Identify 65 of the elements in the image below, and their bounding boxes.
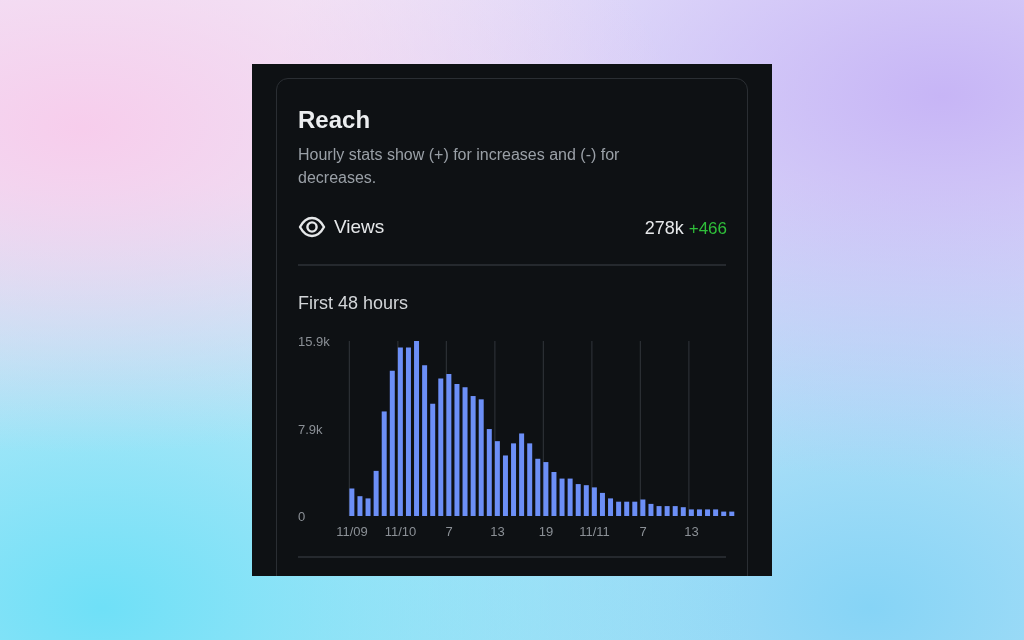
bar bbox=[696, 509, 702, 516]
bar bbox=[494, 441, 500, 516]
x-tick-label: 19 bbox=[538, 524, 554, 539]
bar bbox=[648, 503, 654, 516]
bar bbox=[688, 509, 694, 516]
bar bbox=[519, 433, 525, 516]
bar bbox=[446, 374, 452, 516]
text: 278k bbox=[644, 218, 684, 238]
y-tick-label: 0 bbox=[298, 508, 306, 524]
bar bbox=[616, 501, 622, 516]
x-tick-label: 13 bbox=[684, 524, 699, 539]
bar bbox=[672, 506, 678, 516]
bar bbox=[405, 347, 411, 516]
bar bbox=[454, 383, 460, 516]
y-tick-label: 15.9k bbox=[298, 333, 331, 349]
bar bbox=[583, 485, 589, 516]
bar bbox=[511, 443, 517, 516]
bar bbox=[462, 387, 468, 516]
bar bbox=[729, 511, 735, 516]
bar bbox=[470, 396, 476, 516]
text: +466 bbox=[688, 219, 727, 238]
bar bbox=[559, 478, 565, 516]
bar bbox=[478, 399, 484, 516]
bar bbox=[656, 506, 662, 516]
bar bbox=[608, 498, 614, 516]
bar bbox=[430, 403, 436, 516]
bar bbox=[713, 509, 719, 516]
bar bbox=[381, 411, 387, 516]
bar bbox=[502, 455, 508, 516]
chart-title: Reach bbox=[298, 105, 371, 135]
text: First 48 hours bbox=[298, 292, 409, 315]
bar bbox=[535, 458, 541, 516]
x-tick-label: 13 bbox=[490, 524, 505, 539]
bar bbox=[389, 370, 395, 516]
bar bbox=[591, 487, 597, 516]
bar bbox=[624, 501, 630, 516]
bar bbox=[705, 509, 711, 516]
bar bbox=[365, 498, 371, 516]
x-tick-label: 11/09 bbox=[336, 524, 368, 539]
bar bbox=[357, 496, 363, 516]
bar bbox=[567, 478, 573, 516]
bar bbox=[438, 378, 444, 516]
y-tick-label: 7.9k bbox=[298, 421, 324, 437]
bar bbox=[414, 341, 420, 516]
bar bbox=[721, 511, 727, 516]
chart-subtitle: Hourly stats show (+) for increases and (-) for decreases. bbox=[298, 145, 621, 188]
bar bbox=[640, 499, 646, 516]
bar bbox=[680, 507, 686, 516]
x-tick-label: 7 bbox=[445, 524, 453, 539]
x-tick-label: 11/11 bbox=[579, 524, 610, 539]
bar bbox=[632, 501, 638, 516]
x-tick-label: 7 bbox=[639, 524, 647, 539]
x-tick-label: 11/10 bbox=[384, 524, 417, 539]
bar bbox=[664, 506, 670, 516]
bar bbox=[543, 462, 549, 516]
text: Views bbox=[334, 215, 385, 239]
bar bbox=[551, 471, 557, 516]
bar bbox=[599, 492, 605, 516]
bar bbox=[527, 443, 533, 516]
bar bbox=[397, 347, 403, 516]
bar bbox=[349, 488, 355, 516]
bar bbox=[575, 484, 581, 516]
bar bbox=[422, 365, 428, 516]
bar bbox=[486, 429, 492, 516]
bar bbox=[373, 470, 379, 516]
